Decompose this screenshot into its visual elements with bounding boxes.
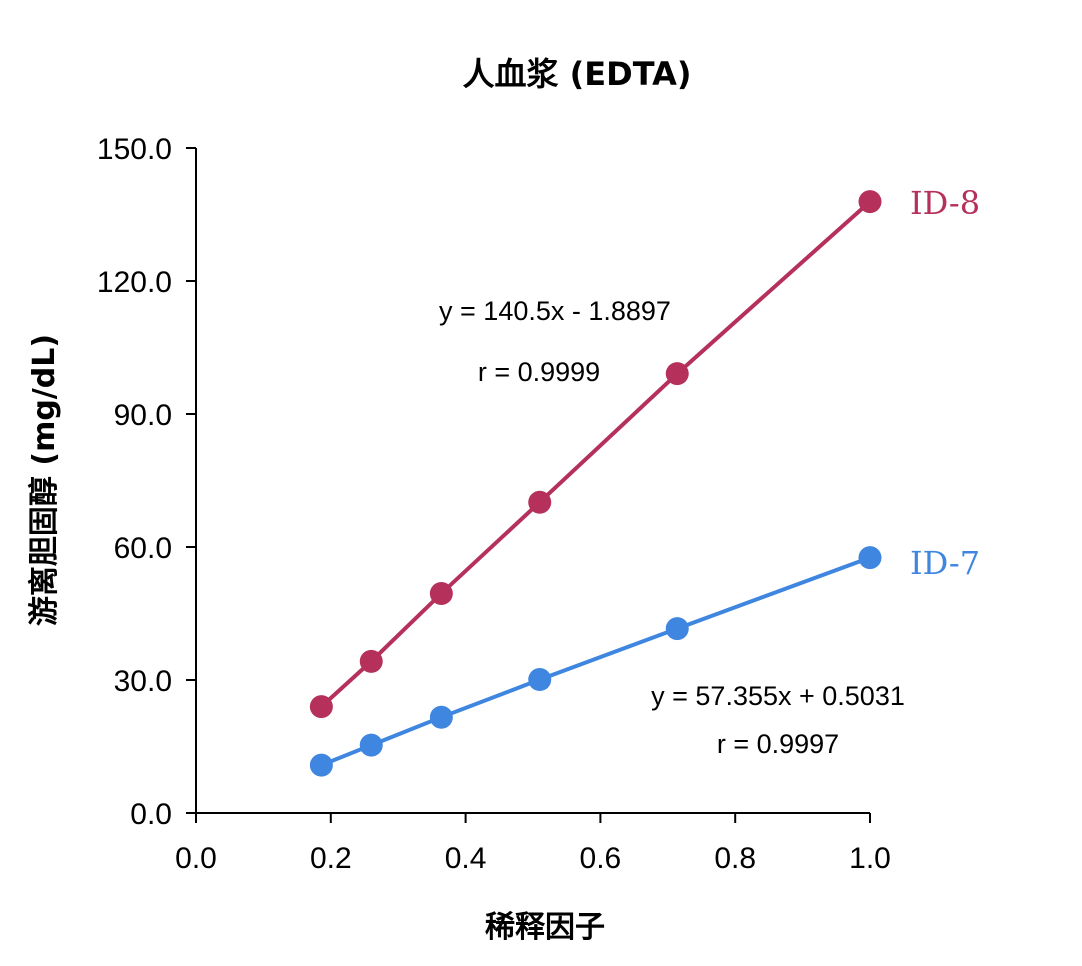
y-tick-label: 90.0	[114, 399, 172, 432]
x-tick-label: 1.0	[849, 842, 891, 875]
data-point-id7	[528, 668, 552, 692]
data-point-id7	[309, 753, 333, 777]
id7-series-label: ID-7	[910, 544, 980, 582]
x-tick-label: 0.8	[714, 842, 756, 875]
data-point-id8	[359, 649, 383, 673]
data-point-id7	[429, 705, 453, 729]
data-point-id8	[665, 362, 689, 386]
data-point-id7	[665, 617, 689, 641]
id8-equation: y = 140.5x - 1.8897	[439, 296, 671, 326]
id7-equation: y = 57.355x + 0.5031	[651, 681, 905, 711]
data-point-id7	[858, 546, 882, 570]
data-point-id8	[429, 582, 453, 606]
data-point-id8	[858, 190, 882, 214]
x-tick-label: 0.6	[580, 842, 622, 875]
y-tick-label: 0.0	[130, 798, 172, 831]
id8-series-label: ID-8	[910, 184, 980, 222]
data-point-id8	[528, 490, 552, 514]
id8-r-value: r = 0.9999	[478, 357, 600, 387]
series-line-id8	[320, 200, 872, 709]
y-axis-title: 游离胆固醇 (mg/dL)	[27, 334, 62, 626]
data-point-id7	[359, 733, 383, 757]
x-axis-title: 稀释因子	[485, 910, 605, 945]
chart-title: 人血浆 (EDTA)	[463, 55, 692, 93]
y-tick-label: 60.0	[114, 532, 172, 565]
x-tick-label: 0.0	[175, 842, 217, 875]
y-tick-label: 120.0	[97, 266, 172, 299]
y-tick-label: 150.0	[97, 133, 172, 166]
id7-r-value: r = 0.9997	[717, 729, 839, 759]
ticks: 0.0 30.0 60.0 90.0 120.0 150.0 0.0 0.2 0.4 0.6 0.8…	[97, 133, 891, 875]
x-tick-label: 0.2	[310, 842, 352, 875]
y-tick-label: 30.0	[114, 665, 172, 698]
series-group	[309, 190, 882, 777]
axes	[195, 148, 870, 814]
x-tick-label: 0.4	[445, 842, 487, 875]
data-point-id8	[309, 695, 333, 719]
